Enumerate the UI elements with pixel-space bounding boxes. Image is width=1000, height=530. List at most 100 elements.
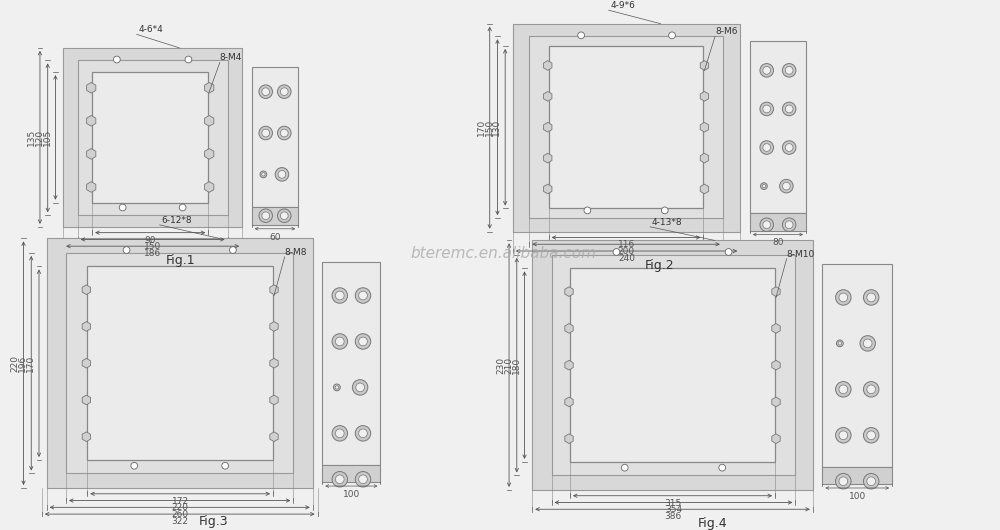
Polygon shape	[205, 83, 214, 93]
Circle shape	[839, 385, 848, 394]
Circle shape	[207, 85, 212, 90]
Bar	[549, 46, 703, 208]
Circle shape	[669, 32, 675, 39]
Bar	[532, 241, 813, 490]
Circle shape	[763, 221, 771, 228]
Circle shape	[84, 288, 89, 292]
Circle shape	[278, 126, 291, 140]
Polygon shape	[270, 395, 278, 405]
Polygon shape	[565, 360, 573, 370]
Circle shape	[719, 464, 726, 471]
Circle shape	[335, 429, 344, 438]
Text: 4-9*6: 4-9*6	[611, 1, 635, 10]
Circle shape	[179, 204, 186, 211]
Circle shape	[613, 249, 620, 255]
Circle shape	[836, 340, 843, 347]
Circle shape	[262, 212, 270, 219]
Text: 170: 170	[26, 355, 35, 372]
Circle shape	[621, 464, 628, 471]
Circle shape	[774, 326, 778, 331]
Circle shape	[359, 429, 367, 438]
Circle shape	[113, 56, 120, 63]
Circle shape	[356, 383, 364, 392]
Text: 230: 230	[496, 357, 505, 374]
Circle shape	[702, 125, 707, 129]
Circle shape	[863, 290, 879, 305]
Circle shape	[131, 462, 138, 469]
Text: 220: 220	[11, 355, 20, 372]
Text: 100: 100	[343, 490, 360, 499]
Polygon shape	[700, 122, 709, 132]
Text: 135: 135	[27, 129, 36, 146]
Bar	[750, 213, 806, 231]
Circle shape	[332, 472, 348, 487]
Circle shape	[567, 437, 571, 441]
Text: 6-12*8: 6-12*8	[162, 216, 192, 225]
Circle shape	[352, 379, 368, 395]
Circle shape	[222, 462, 229, 469]
Bar	[552, 255, 795, 475]
Circle shape	[785, 144, 793, 152]
Polygon shape	[772, 397, 780, 407]
Text: 220: 220	[171, 504, 188, 513]
Circle shape	[836, 473, 851, 489]
Circle shape	[335, 386, 339, 389]
Circle shape	[335, 337, 344, 346]
Text: 116: 116	[617, 241, 635, 250]
Circle shape	[782, 182, 790, 190]
Text: 4-13*8: 4-13*8	[652, 218, 683, 227]
Text: 196: 196	[18, 355, 27, 372]
Polygon shape	[544, 184, 552, 194]
Circle shape	[262, 173, 265, 176]
Circle shape	[761, 183, 767, 190]
Circle shape	[782, 141, 796, 154]
Bar	[322, 262, 380, 465]
Text: 180: 180	[512, 357, 521, 374]
Circle shape	[584, 207, 591, 214]
Circle shape	[774, 437, 778, 441]
Circle shape	[567, 289, 571, 294]
Polygon shape	[544, 60, 552, 70]
Circle shape	[262, 129, 270, 137]
Circle shape	[123, 246, 130, 253]
Bar	[822, 467, 892, 484]
Polygon shape	[82, 285, 91, 295]
Bar	[92, 72, 208, 202]
Text: 322: 322	[171, 517, 188, 526]
Polygon shape	[772, 323, 780, 333]
Circle shape	[836, 382, 851, 397]
Circle shape	[278, 209, 291, 223]
Polygon shape	[700, 92, 709, 101]
Polygon shape	[82, 358, 91, 368]
Circle shape	[89, 85, 94, 90]
Circle shape	[762, 184, 766, 188]
Circle shape	[185, 56, 192, 63]
Bar	[529, 36, 723, 218]
Polygon shape	[87, 83, 96, 93]
Polygon shape	[87, 182, 96, 192]
Circle shape	[785, 105, 793, 113]
Circle shape	[702, 187, 707, 191]
Circle shape	[89, 152, 94, 156]
Polygon shape	[544, 122, 552, 132]
Circle shape	[702, 156, 707, 160]
Circle shape	[546, 156, 550, 160]
Bar	[252, 207, 298, 225]
Polygon shape	[700, 60, 709, 70]
Circle shape	[867, 431, 876, 439]
Circle shape	[867, 385, 876, 394]
Circle shape	[860, 335, 875, 351]
Circle shape	[567, 363, 571, 367]
Circle shape	[546, 64, 550, 68]
Circle shape	[546, 187, 550, 191]
Circle shape	[89, 118, 94, 123]
Text: Fig.3: Fig.3	[199, 515, 228, 528]
Circle shape	[863, 473, 879, 489]
Polygon shape	[82, 432, 91, 441]
Bar	[570, 268, 775, 462]
Circle shape	[272, 435, 276, 439]
Polygon shape	[544, 153, 552, 163]
Text: Fig.4: Fig.4	[697, 517, 727, 530]
Circle shape	[84, 361, 89, 365]
Bar	[63, 48, 242, 227]
